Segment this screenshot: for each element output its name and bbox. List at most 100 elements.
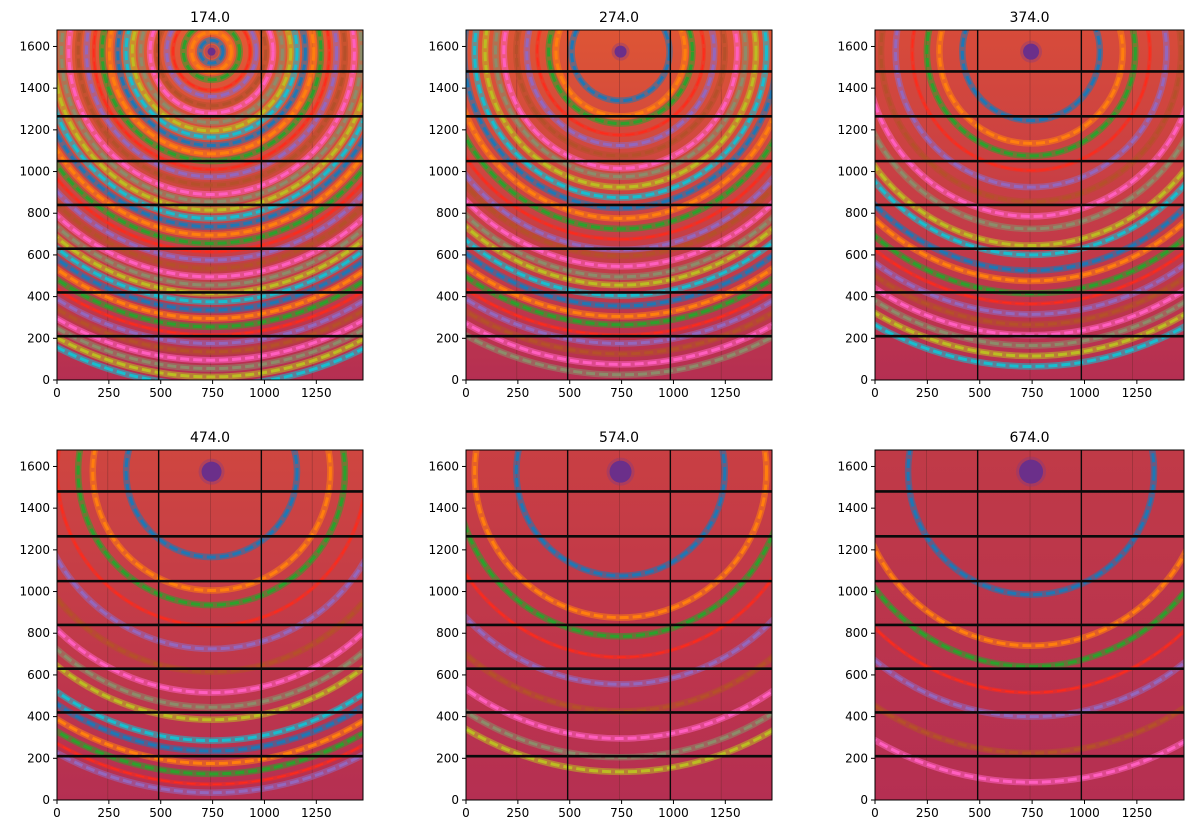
plot-area — [875, 450, 1184, 800]
x-tick-label: 250 — [916, 806, 939, 820]
ring-fit — [894, 30, 1169, 189]
ring-fit — [57, 555, 363, 651]
x-tick-label: 750 — [1021, 806, 1044, 820]
y-tick-label: 1600 — [428, 459, 459, 473]
ring-fit — [875, 585, 1184, 669]
y-tick-label: 1200 — [837, 543, 868, 557]
y-tick-label: 1400 — [837, 81, 868, 95]
x-tick-label: 500 — [558, 806, 581, 820]
ring-band — [875, 92, 1184, 220]
y-tick-label: 0 — [860, 373, 868, 387]
ring-fit — [466, 297, 772, 345]
ring-fit — [466, 687, 772, 740]
panel-4: 0 250 500 750 1000 1250 0 200 400 600 800 1000 1200 1… — [19, 430, 364, 820]
ring-fit — [466, 309, 772, 356]
y-tick-label: 600 — [436, 668, 459, 682]
panel-title: 174.0 — [190, 10, 230, 26]
panel-6: 0 250 500 750 1000 1250 0 200 400 600 800 1000 1200 1… — [837, 430, 1185, 820]
x-tick-label: 500 — [968, 386, 991, 400]
ring-fit — [57, 162, 363, 245]
x-tick-label: 250 — [916, 386, 939, 400]
ring-fit — [57, 717, 363, 765]
ring-band — [57, 741, 363, 787]
y-tick-label: 600 — [436, 248, 459, 262]
y-tick-label: 1000 — [428, 585, 459, 599]
x-tick-label: 500 — [968, 806, 991, 820]
panel-2: 0 250 500 750 1000 1250 0 200 400 600 800 1000 1200 1… — [428, 10, 773, 400]
axes-frame — [874, 29, 1185, 381]
ring-fit — [57, 246, 363, 304]
ring-fit — [466, 135, 772, 231]
ring-fit — [57, 729, 363, 776]
y-tick-label: 1000 — [19, 585, 50, 599]
ring-fit — [466, 727, 772, 774]
ring-fit — [875, 738, 1184, 784]
ring-fit — [466, 110, 772, 220]
ring-fit — [57, 130, 363, 229]
y-tick-label: 1600 — [837, 459, 868, 473]
x-tick-label: 1250 — [1122, 806, 1153, 820]
ring-fit — [91, 450, 332, 592]
x-tick-label: 1000 — [658, 806, 689, 820]
ring-fit — [57, 256, 363, 312]
plot-area — [466, 30, 772, 380]
y-tick-label: 400 — [436, 710, 459, 724]
ring-fit — [57, 177, 363, 253]
y-tick-label: 0 — [860, 793, 868, 807]
ring-fit — [960, 30, 1102, 122]
ring-fit — [879, 30, 1183, 204]
y-tick-label: 400 — [845, 710, 868, 724]
panel-title: 574.0 — [599, 430, 639, 446]
ring-fit — [155, 30, 268, 108]
x-tick-label: 0 — [871, 806, 879, 820]
ring-fit — [466, 156, 772, 240]
plot-area — [466, 450, 772, 800]
ring-fit — [514, 30, 727, 158]
plot-area — [57, 30, 363, 380]
x-tick-label: 1250 — [301, 806, 332, 820]
ring-fit — [547, 30, 694, 126]
ring-band — [466, 319, 772, 368]
y-tick-label: 1400 — [428, 81, 459, 95]
panel-title: 474.0 — [190, 430, 230, 446]
y-tick-label: 400 — [27, 710, 50, 724]
ring-fit — [536, 30, 705, 136]
x-tick-label: 1000 — [249, 386, 280, 400]
ring-fit — [875, 658, 1184, 719]
plot-area — [875, 30, 1184, 380]
ring-fit — [466, 572, 772, 658]
ring-fit — [76, 30, 347, 187]
panel-title: 274.0 — [599, 10, 639, 26]
y-tick-label: 1400 — [19, 81, 50, 95]
beam-stop — [1019, 459, 1044, 484]
y-tick-label: 1200 — [428, 543, 459, 557]
ring-fit — [57, 189, 363, 262]
x-tick-label: 1250 — [301, 386, 332, 400]
ring-fit — [875, 298, 1184, 348]
x-tick-label: 750 — [610, 386, 633, 400]
ring-fit — [124, 450, 299, 559]
y-tick-label: 800 — [845, 206, 868, 220]
ring-band — [466, 262, 772, 320]
x-tick-label: 750 — [1021, 386, 1044, 400]
ring-fit — [93, 30, 331, 171]
ring-fit — [57, 277, 363, 329]
x-tick-label: 750 — [201, 806, 224, 820]
ring-fit — [554, 30, 687, 118]
plot-area — [57, 450, 363, 800]
ring-band — [875, 215, 1184, 285]
x-tick-label: 1250 — [710, 806, 741, 820]
ring-fit — [139, 30, 284, 125]
y-tick-label: 200 — [27, 331, 50, 345]
x-tick-label: 250 — [97, 806, 120, 820]
y-tick-label: 800 — [436, 206, 459, 220]
y-tick-label: 1000 — [837, 165, 868, 179]
ring-fit — [116, 30, 307, 147]
ring-band — [466, 249, 772, 310]
ring-fit — [57, 689, 363, 743]
powder-rings — [875, 450, 1184, 786]
y-tick-label: 1200 — [428, 123, 459, 137]
powder-rings — [57, 30, 363, 380]
ring-fit — [148, 30, 275, 115]
